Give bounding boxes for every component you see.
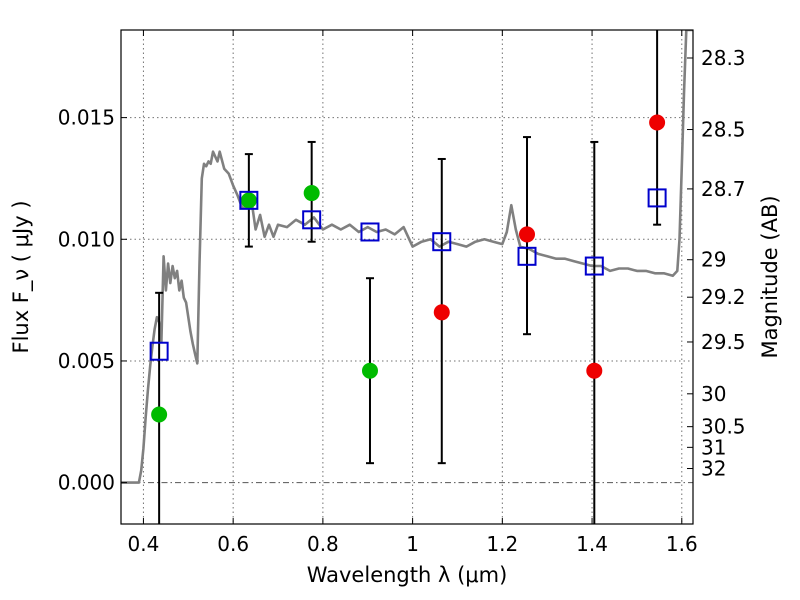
right-axis-title: Magnitude (AB) <box>758 195 782 358</box>
green-data-point <box>361 362 378 379</box>
model-square-marker <box>517 246 537 266</box>
axis-ticks <box>121 30 693 524</box>
red-data-point <box>586 362 603 379</box>
red-data-point <box>433 304 450 321</box>
model-square-marker <box>584 256 604 276</box>
right-tick-label: 28.7 <box>701 177 746 201</box>
model-square-marker <box>302 210 322 230</box>
right-tick-label: 30.5 <box>701 415 746 439</box>
right-tick-label: 32 <box>701 457 726 481</box>
x-tick-label: 1.4 <box>576 532 608 556</box>
sed-model-line <box>121 30 693 484</box>
y-axis-title: Flux F_ν ( μJy ) <box>9 200 34 353</box>
y-tick-label: 0.005 <box>58 349 115 373</box>
grid-lines <box>121 30 693 524</box>
x-tick-label: 1 <box>406 532 419 556</box>
x-tick-label: 0.8 <box>307 532 339 556</box>
right-tick-label: 28.3 <box>701 46 746 70</box>
model-square-marker <box>432 232 452 252</box>
x-axis-title: Wavelength λ (μm) <box>307 563 508 587</box>
right-tick-label: 29.2 <box>701 285 746 309</box>
right-tick-label: 29.5 <box>701 330 746 354</box>
plot-frame <box>120 29 694 525</box>
data-markers <box>149 114 667 423</box>
y-tick-label: 0.010 <box>58 227 115 251</box>
model-square-marker <box>239 190 259 210</box>
green-data-point <box>303 185 320 202</box>
model-square-marker <box>647 188 667 208</box>
x-tick-label: 1.2 <box>486 532 518 556</box>
right-tick-label: 28.5 <box>701 118 746 142</box>
tick-labels: 0.4 0.6 0.8 1 1.2 1.4 1.6 0.000 0.005 0.010 0.015 2… <box>58 46 746 556</box>
green-data-point <box>240 192 257 209</box>
y-tick-label: 0.000 <box>58 471 115 495</box>
error-bars <box>155 30 662 524</box>
right-tick-label: 30 <box>701 382 726 406</box>
red-data-point <box>519 226 536 243</box>
sed-model-curve <box>121 30 693 484</box>
right-tick-label: 31 <box>701 435 726 459</box>
x-tick-label: 0.4 <box>128 532 160 556</box>
x-tick-label: 1.6 <box>666 532 698 556</box>
model-square-marker <box>360 222 380 242</box>
right-tick-label: 29 <box>701 248 726 272</box>
red-data-point <box>649 114 666 131</box>
x-tick-label: 0.6 <box>217 532 249 556</box>
green-data-point <box>151 406 168 423</box>
y-tick-label: 0.015 <box>58 106 115 130</box>
model-square-marker <box>149 341 169 361</box>
